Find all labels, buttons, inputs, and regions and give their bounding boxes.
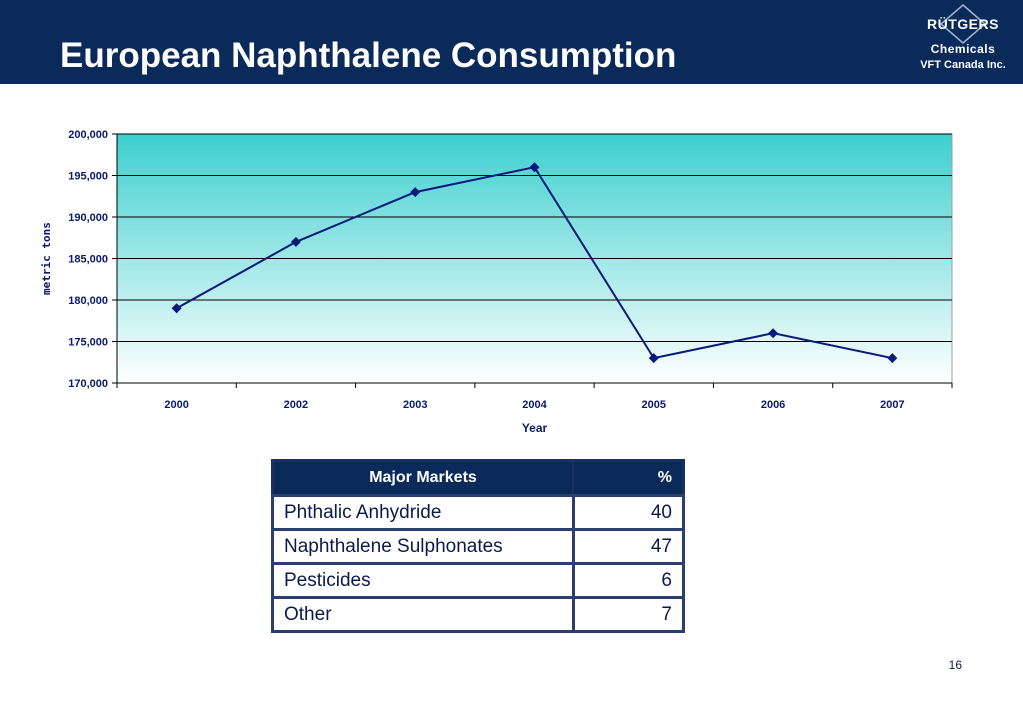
column-header-market: Major Markets: [271, 459, 574, 497]
data-point-marker: [171, 303, 182, 314]
logo-diamond-icon: [939, 4, 987, 44]
consumption-line-chart: 2000 2002 2003 2004 2005 2006 2007 170,000 175,…: [40, 129, 953, 435]
table-row: Phthalic Anhydride 40: [271, 494, 685, 531]
x-tick-label: 2006: [761, 399, 785, 411]
x-tick-label: 2000: [164, 399, 188, 411]
data-point-marker: [410, 187, 421, 198]
table-header-row: Major Markets %: [271, 459, 685, 497]
market-percent-cell: 40: [571, 494, 685, 531]
page-number: 16: [948, 658, 962, 672]
x-axis-title: Year: [522, 421, 548, 435]
x-tick-label: 2003: [403, 399, 427, 411]
major-markets-table: Major Markets % Phthalic Anhydride 40 Na…: [271, 459, 685, 633]
company-logo: RÜTGERS Chemicals VFT Canada Inc.: [905, 2, 1021, 80]
y-tick-label: 170,000: [68, 378, 108, 390]
table-row: Other 7: [271, 596, 685, 633]
logo-sub-text: Chemicals: [930, 42, 996, 56]
market-percent-cell: 6: [571, 562, 685, 599]
y-tick-label: 190,000: [68, 212, 108, 224]
y-tick-label: 200,000: [68, 129, 108, 141]
x-tick-label: 2004: [522, 399, 547, 411]
market-name-cell: Other: [271, 596, 575, 633]
market-name-cell: Pesticides: [271, 562, 575, 599]
market-percent-cell: 47: [571, 528, 685, 565]
x-tick-label: 2007: [880, 399, 904, 411]
y-tick-label: 185,000: [68, 254, 108, 266]
y-axis-title: metric tons: [40, 222, 53, 295]
y-tick-label: 180,000: [68, 295, 108, 307]
x-tick-label: 2002: [284, 399, 308, 411]
logo-mark: [939, 4, 987, 44]
table-row: Pesticides 6: [271, 562, 685, 599]
y-tick-label: 175,000: [68, 337, 108, 349]
market-percent-cell: 7: [571, 596, 685, 633]
data-point-marker: [529, 162, 540, 173]
data-point-marker: [290, 236, 301, 247]
market-name-cell: Phthalic Anhydride: [271, 494, 575, 531]
logo-brand-text: RÜTGERS: [927, 16, 999, 32]
data-point-marker: [648, 353, 659, 364]
data-point-marker: [768, 328, 779, 339]
y-tick-label: 195,000: [68, 171, 108, 183]
column-header-percent: %: [572, 459, 685, 497]
logo-company-text: VFT Canada Inc.: [920, 59, 1006, 71]
x-tick-label: 2005: [642, 399, 666, 411]
market-name-cell: Naphthalene Sulphonates: [271, 528, 575, 565]
slide-title: European Naphthalene Consumption: [60, 36, 677, 75]
header-bar: European Naphthalene Consumption RÜTGERS…: [0, 0, 1023, 84]
data-point-marker: [887, 353, 898, 364]
table-row: Naphthalene Sulphonates 47: [271, 528, 685, 565]
